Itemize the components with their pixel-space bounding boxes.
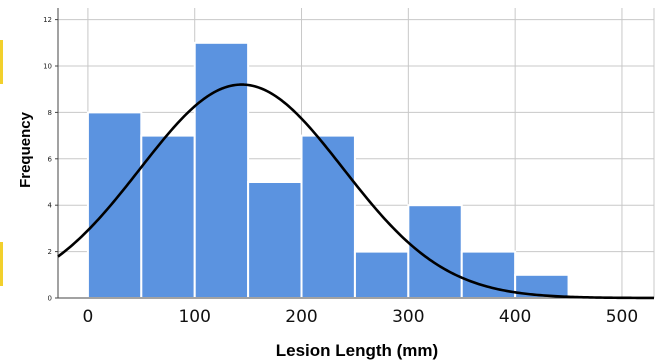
histogram-bars	[86, 41, 570, 300]
axes	[55, 8, 654, 299]
x-tick-label: 200	[285, 307, 317, 327]
histogram-bar	[247, 181, 303, 299]
x-tick-label: 400	[499, 307, 531, 327]
x-tick-label: 100	[178, 307, 210, 327]
histogram-bar	[86, 111, 143, 300]
left-edge-marker-bottom	[0, 242, 3, 286]
y-tick-label: 2	[48, 248, 52, 256]
y-tick-label: 4	[48, 202, 53, 210]
y-tick-label: 0	[48, 295, 52, 303]
tick-labels: 0 100 200 300 400 500 0 2 4 6 8 10 12	[43, 16, 638, 327]
x-tick-label: 300	[392, 307, 424, 327]
histogram-bar	[353, 250, 410, 300]
normal-curve	[57, 83, 654, 300]
y-tick-label: 8	[48, 109, 52, 117]
x-tick-label: 0	[82, 307, 93, 327]
y-axis-label: Frequency	[17, 111, 34, 188]
histogram-bar	[407, 204, 463, 299]
x-axis-label: Lesion Length (mm)	[276, 341, 438, 360]
left-edge-marker-top	[0, 40, 3, 84]
histogram-bar	[193, 41, 250, 299]
y-tick-label: 10	[43, 63, 52, 71]
histogram-bar	[300, 134, 356, 299]
y-tick-label: 12	[43, 16, 52, 24]
normal-curve-layer	[57, 83, 654, 300]
gridlines	[58, 8, 655, 298]
histogram-bar	[140, 134, 196, 299]
y-tick-label: 6	[48, 155, 53, 163]
x-tick-label: 500	[606, 307, 638, 327]
